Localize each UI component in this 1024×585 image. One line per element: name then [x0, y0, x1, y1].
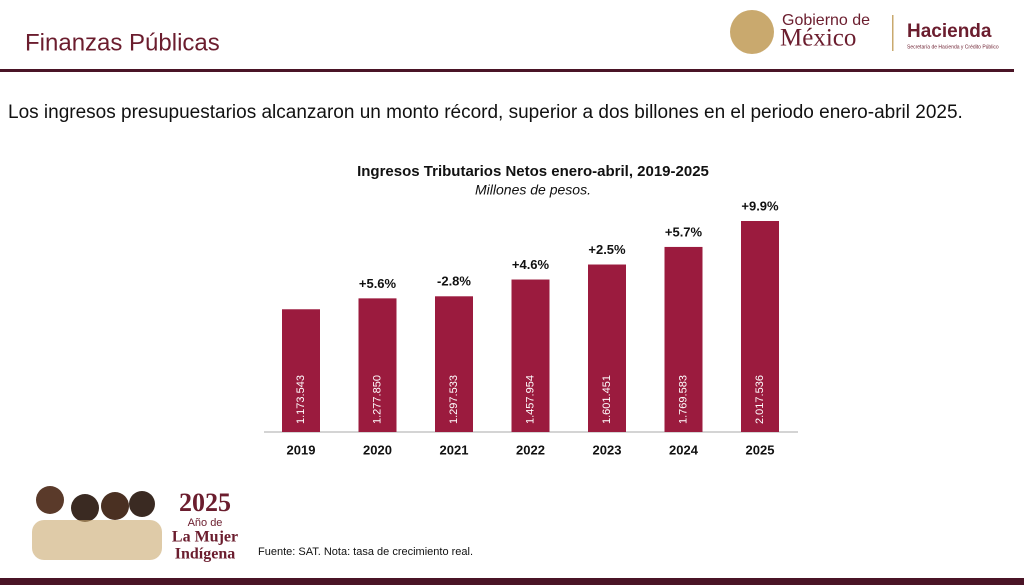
bar [588, 264, 626, 432]
badge-year: 2025 [179, 488, 231, 517]
bar [282, 309, 320, 432]
bar [435, 296, 473, 432]
value-label: 1.277.850 [371, 375, 383, 424]
emblem [730, 10, 774, 54]
x-tick-label: 2019 [287, 442, 316, 457]
badge-line: Año de [188, 517, 223, 529]
value-label: 1.769.583 [677, 375, 689, 424]
growth-label: +5.6% [359, 276, 397, 291]
x-tick-label: 2021 [440, 442, 469, 457]
slide-title: Finanzas Públicas [25, 29, 220, 56]
agency-sub: Secretaría de Hacienda y Crédito Público [907, 44, 999, 50]
logo-main: México [780, 25, 856, 52]
chart-subtitle: Millones de pesos. [475, 182, 591, 198]
growth-label: +9.9% [741, 198, 779, 213]
badge-line: Indígena [175, 546, 235, 563]
chart-title: Ingresos Tributarios Netos enero-abril, … [357, 163, 709, 180]
bar [511, 279, 550, 432]
value-label: 1.297.533 [448, 375, 460, 424]
x-tick-label: 2025 [746, 442, 775, 457]
x-tick-label: 2023 [593, 442, 622, 457]
badge-line: La Mujer [172, 529, 238, 546]
bar [358, 298, 397, 432]
agency: Hacienda [907, 21, 992, 42]
value-label: 1.173.543 [295, 375, 307, 424]
value-label: 1.457.954 [524, 375, 536, 424]
bar [741, 221, 779, 432]
logo-top: Gobierno de [782, 12, 870, 29]
growth-label: +4.6% [512, 257, 550, 272]
growth-label: +5.7% [665, 224, 703, 239]
value-label: 1.601.451 [601, 375, 613, 424]
logo-divider [892, 15, 894, 51]
x-tick-label: 2022 [516, 442, 545, 457]
badge-figures [32, 486, 162, 560]
bar [664, 246, 703, 432]
value-label: 2.017.536 [754, 375, 766, 424]
header-rule [0, 69, 1014, 72]
x-tick-label: 2020 [363, 442, 392, 457]
x-tick-label: 2024 [669, 442, 699, 457]
growth-label: +2.5% [588, 242, 626, 257]
growth-label: -2.8% [437, 274, 471, 289]
footer-rule [0, 578, 1024, 585]
intro-text: Los ingresos presupuestarios alcanzaron … [8, 102, 963, 123]
footnote: Fuente: SAT. Nota: tasa de crecimiento r… [258, 546, 473, 558]
